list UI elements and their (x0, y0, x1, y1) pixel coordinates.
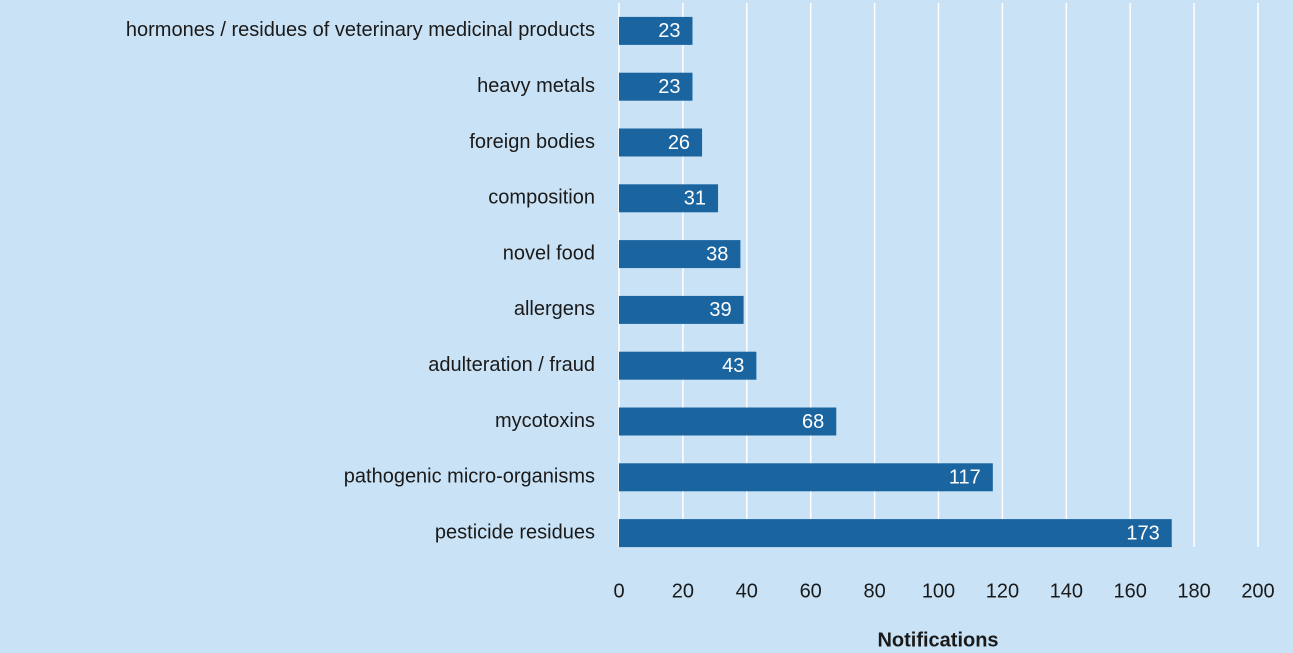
x-tick-label: 120 (986, 580, 1019, 602)
bar (619, 351, 757, 380)
data-label: 68 (802, 411, 824, 433)
x-tick-label: 100 (922, 580, 955, 602)
data-label: 26 (668, 132, 690, 154)
y-tick-label: composition (488, 187, 595, 209)
x-tick-label: 80 (863, 580, 885, 602)
x-tick-label: 20 (672, 580, 694, 602)
data-label: 38 (706, 243, 728, 265)
bar (619, 295, 744, 324)
x-tick-label: 140 (1050, 580, 1083, 602)
x-tick-label: 160 (1114, 580, 1147, 602)
x-axis-title: Notifications (877, 629, 998, 651)
y-tick-label: mycotoxins (495, 410, 595, 432)
data-label: 43 (722, 355, 744, 377)
data-label: 23 (658, 76, 680, 98)
data-label: 117 (949, 467, 981, 489)
data-label: 23 (658, 20, 680, 42)
bar (619, 240, 741, 269)
y-tick-label: allergens (514, 298, 595, 320)
bar (619, 463, 993, 492)
y-tick-label: pathogenic micro-organisms (344, 466, 595, 488)
bar (619, 184, 719, 213)
bar (619, 72, 693, 101)
x-tick-label: 40 (736, 580, 758, 602)
x-tick-label: 0 (613, 580, 624, 602)
x-tick-label: 200 (1241, 580, 1274, 602)
y-tick-label: hormones / residues of veterinary medici… (126, 19, 595, 41)
data-label: 31 (684, 188, 706, 210)
y-tick-label: novel food (503, 242, 595, 264)
bar (619, 407, 837, 436)
bar (619, 16, 693, 45)
y-tick-label: heavy metals (477, 75, 595, 97)
bar (619, 519, 1172, 548)
bar (619, 128, 703, 157)
x-tick-label: 180 (1177, 580, 1210, 602)
y-tick-label: foreign bodies (469, 131, 595, 153)
y-tick-label: pesticide residues (435, 521, 595, 543)
x-tick-label: 60 (800, 580, 822, 602)
y-tick-label: adulteration / fraud (428, 354, 595, 376)
data-label: 173 (1126, 522, 1159, 544)
data-label: 39 (709, 299, 731, 321)
